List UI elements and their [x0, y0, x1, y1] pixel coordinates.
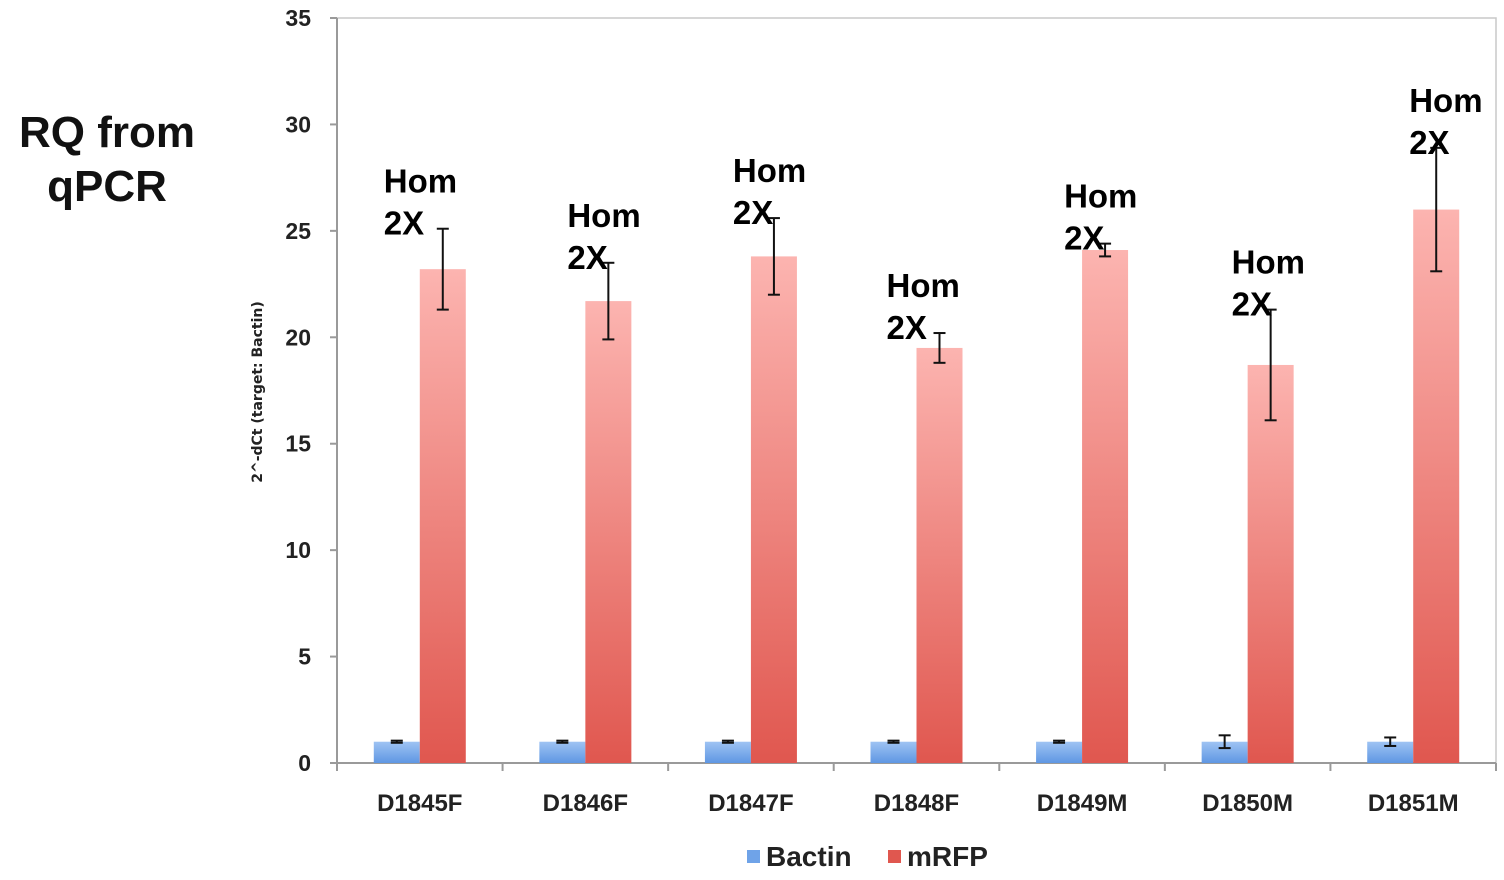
error-bar [556, 739, 569, 744]
x-category-label: D1848F [874, 790, 959, 817]
annotation-hom-2x: Hom 2X [733, 152, 806, 231]
annotation-line1: Hom [1064, 178, 1137, 215]
annotations: Hom 2X Hom 2X Hom 2X Hom 2X Hom 2X Hom 2X Hom 2X [384, 82, 1483, 346]
y-tick-label: 0 [298, 750, 311, 776]
x-category-label: D1849M [1037, 790, 1128, 817]
error-bar [721, 739, 734, 744]
annotation-hom-2x: Hom 2X [384, 163, 457, 242]
annotation-hom-2x: Hom 2X [1064, 178, 1137, 257]
annotation-hom-2x: Hom 2X [567, 197, 640, 276]
annotation-line2: 2X [733, 194, 773, 231]
bar-bactin-d1849m [1036, 741, 1083, 763]
legend-swatch [747, 850, 760, 863]
annotation-line2: 2X [1232, 286, 1272, 323]
annotation-line1: Hom [384, 163, 457, 200]
y-tick-label: 20 [285, 324, 311, 350]
annotation-line1: Hom [733, 152, 806, 189]
annotation-line2: 2X [1064, 220, 1104, 257]
error-bar [1264, 308, 1277, 422]
legend-entry-mrfp: mRFP [888, 841, 988, 872]
bar-mrfp-d1851m [1413, 209, 1460, 764]
error-bar [933, 332, 946, 364]
x-category-label: D1847F [708, 790, 793, 817]
legend-entry-bactin: Bactin [747, 841, 852, 872]
error-bar [436, 227, 449, 311]
error-bar [1099, 242, 1112, 258]
annotation-line1: Hom [567, 197, 640, 234]
annotation-line1: Hom [1232, 244, 1305, 281]
bar-bactin-d1845f [373, 741, 420, 763]
x-axis: D1845F D1846F D1847F D1848F D1849M D1850M D185… [336, 762, 1497, 817]
y-tick-label: 5 [298, 644, 311, 670]
annotation-hom-2x: Hom 2X [1409, 82, 1482, 161]
error-bar [602, 261, 615, 341]
legend-label: Bactin [766, 841, 852, 872]
side-label: RQ from qPCR [0, 106, 214, 214]
x-category-label: D1846F [543, 790, 628, 817]
annotation-line1: Hom [887, 267, 960, 304]
annotation-line2: 2X [1409, 124, 1449, 161]
bar-mrfp-d1847f [750, 256, 797, 763]
error-bar [767, 217, 780, 296]
y-tick-label: 30 [285, 111, 311, 137]
error-bar [1430, 146, 1443, 273]
annotation-hom-2x: Hom 2X [1232, 244, 1305, 323]
x-category-label: D1850M [1202, 790, 1293, 817]
y-tick-label: 15 [285, 431, 311, 457]
annotation-line2: 2X [887, 309, 927, 346]
error-bar [1053, 739, 1066, 744]
annotation-line2: 2X [384, 205, 424, 242]
legend-swatch [888, 850, 901, 863]
error-bar [887, 739, 900, 744]
bar-bactin-d1847f [704, 741, 751, 763]
bar-mrfp-d1848f [916, 347, 963, 763]
side-label-line1: RQ from [19, 108, 195, 157]
y-tick-label: 35 [285, 5, 311, 31]
bar-bactin-d1850m [1201, 741, 1248, 763]
bar-mrfp-d1846f [585, 301, 632, 763]
legend: Bactin mRFP [747, 841, 988, 872]
error-bar [1218, 734, 1231, 750]
error-bar [1384, 736, 1397, 747]
bar-bactin-d1846f [539, 741, 586, 763]
error-bar [390, 739, 403, 744]
bars [373, 209, 1460, 764]
y-tick-label: 10 [285, 537, 311, 563]
annotation-line2: 2X [567, 239, 607, 276]
annotation-hom-2x: Hom 2X [887, 267, 960, 346]
y-axis-label: 2^-dCt (target: Bactin) [250, 301, 266, 483]
y-axis: 0 5 10 15 20 25 30 35 [285, 5, 338, 776]
legend-label: mRFP [907, 841, 988, 872]
bar-mrfp-d1850m [1247, 364, 1294, 763]
bar-bactin-d1851m [1367, 741, 1414, 763]
x-category-label: D1851M [1368, 790, 1459, 817]
bar-bactin-d1848f [870, 741, 917, 763]
bar-mrfp-d1845f [419, 269, 466, 763]
error-bars [390, 146, 1443, 750]
x-category-label: D1845F [377, 790, 462, 817]
bar-mrfp-d1849m [1082, 250, 1129, 763]
side-label-line2: qPCR [47, 162, 167, 211]
annotation-line1: Hom [1409, 82, 1482, 119]
y-tick-label: 25 [285, 218, 311, 244]
